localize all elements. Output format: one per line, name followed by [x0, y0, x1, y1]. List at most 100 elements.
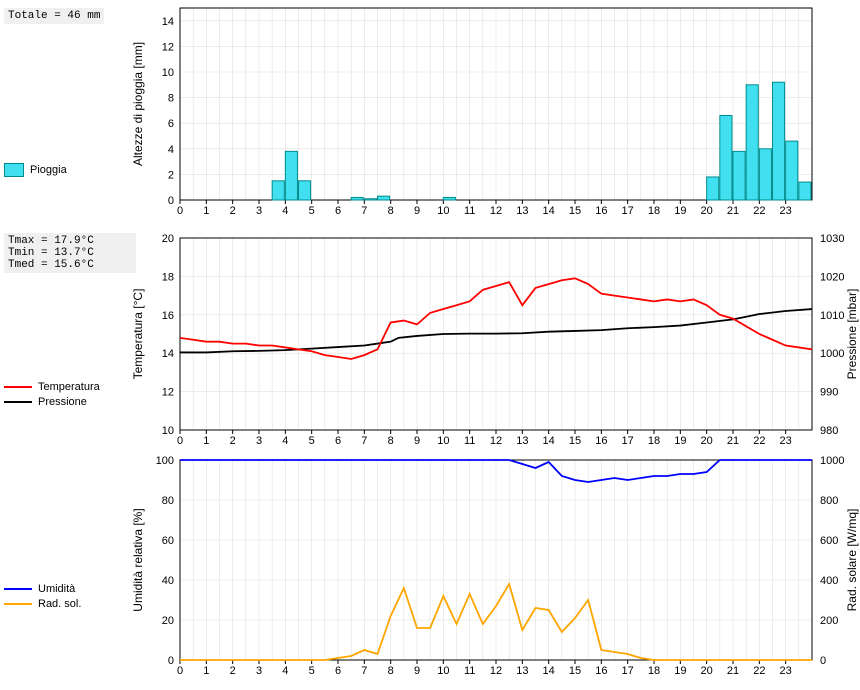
svg-text:10: 10 — [437, 205, 449, 217]
svg-text:21: 21 — [727, 435, 739, 447]
svg-text:16: 16 — [162, 310, 174, 322]
svg-text:8: 8 — [388, 435, 394, 447]
svg-text:16: 16 — [595, 205, 607, 217]
svg-text:19: 19 — [674, 665, 686, 677]
svg-text:7: 7 — [361, 205, 367, 217]
svg-text:1: 1 — [203, 665, 209, 677]
rain-bar — [799, 182, 811, 200]
svg-text:1020: 1020 — [820, 271, 844, 283]
legend-item: Pressione — [4, 396, 136, 408]
svg-text:1000: 1000 — [820, 348, 844, 360]
svg-text:4: 4 — [282, 665, 288, 677]
svg-text:100: 100 — [156, 455, 174, 467]
temp-stat-line: Tmin = 13.7°C — [8, 247, 132, 259]
svg-text:12: 12 — [162, 387, 174, 399]
rain-bar — [786, 141, 798, 200]
svg-text:14: 14 — [162, 348, 174, 360]
rain-bar — [351, 197, 363, 200]
svg-text:8: 8 — [388, 665, 394, 677]
legend-item: Umidità — [4, 583, 136, 595]
svg-text:17: 17 — [622, 205, 634, 217]
svg-text:15: 15 — [569, 205, 581, 217]
svg-text:20: 20 — [701, 665, 713, 677]
svg-text:4: 4 — [282, 435, 288, 447]
svg-text:23: 23 — [780, 205, 792, 217]
legend-item: Temperatura — [4, 381, 136, 393]
svg-text:13: 13 — [516, 435, 528, 447]
legend-item-pioggia: Pioggia — [4, 163, 136, 177]
svg-text:2: 2 — [230, 665, 236, 677]
rain-bar — [285, 151, 297, 200]
svg-text:0: 0 — [177, 205, 183, 217]
legend-item: Rad. sol. — [4, 598, 136, 610]
rain-bar — [272, 181, 284, 200]
svg-text:23: 23 — [780, 665, 792, 677]
svg-text:Pressione [mbar]: Pressione [mbar] — [845, 289, 859, 380]
svg-text:60: 60 — [162, 535, 174, 547]
svg-text:10: 10 — [437, 665, 449, 677]
svg-text:4: 4 — [168, 144, 174, 156]
svg-text:14: 14 — [543, 205, 555, 217]
svg-text:0: 0 — [168, 195, 174, 207]
svg-text:9: 9 — [414, 435, 420, 447]
svg-text:19: 19 — [674, 435, 686, 447]
svg-text:5: 5 — [309, 435, 315, 447]
legend-label: Umidità — [38, 583, 75, 595]
svg-text:20: 20 — [162, 615, 174, 627]
svg-text:16: 16 — [595, 665, 607, 677]
svg-text:6: 6 — [335, 205, 341, 217]
svg-text:200: 200 — [820, 615, 838, 627]
rain-bar — [443, 197, 455, 200]
rain-bar — [299, 181, 311, 200]
svg-text:Altezze di pioggia [mm]: Altezze di pioggia [mm] — [131, 42, 145, 166]
svg-text:600: 600 — [820, 535, 838, 547]
legend-line — [4, 386, 32, 388]
svg-text:0: 0 — [177, 435, 183, 447]
svg-text:11: 11 — [464, 665, 475, 677]
legend-label-pioggia: Pioggia — [30, 164, 67, 176]
svg-text:21: 21 — [727, 665, 739, 677]
rain-bar — [720, 116, 732, 200]
svg-text:19: 19 — [674, 205, 686, 217]
svg-text:400: 400 — [820, 575, 838, 587]
svg-text:3: 3 — [256, 205, 262, 217]
svg-text:14: 14 — [162, 16, 174, 28]
svg-text:20: 20 — [701, 435, 713, 447]
svg-text:20: 20 — [701, 205, 713, 217]
svg-text:40: 40 — [162, 575, 174, 587]
svg-text:22: 22 — [753, 205, 765, 217]
hum-legend: Umidità Rad. sol. — [4, 580, 136, 613]
temp-stat-line: Tmed = 15.6°C — [8, 259, 132, 271]
svg-text:4: 4 — [282, 205, 288, 217]
svg-text:9: 9 — [414, 665, 420, 677]
svg-text:0: 0 — [820, 655, 826, 667]
svg-text:990: 990 — [820, 387, 838, 399]
temp-legend: Temperatura Pressione — [4, 378, 136, 411]
svg-text:17: 17 — [622, 435, 634, 447]
svg-text:11: 11 — [464, 435, 475, 447]
svg-text:5: 5 — [309, 665, 315, 677]
svg-text:8: 8 — [388, 205, 394, 217]
legend-label: Pressione — [38, 396, 87, 408]
rain-total-text: Totale = 46 mm — [4, 8, 104, 24]
rain-total-box: Totale = 46 mm — [4, 8, 136, 24]
svg-text:Rad. solare [W/mq]: Rad. solare [W/mq] — [845, 509, 859, 612]
svg-text:21: 21 — [727, 205, 739, 217]
rain-bar — [707, 177, 719, 200]
svg-text:20: 20 — [162, 233, 174, 245]
svg-text:10: 10 — [162, 425, 174, 437]
svg-text:6: 6 — [335, 435, 341, 447]
svg-text:18: 18 — [648, 205, 660, 217]
svg-text:12: 12 — [490, 665, 502, 677]
rain-bar — [746, 85, 758, 200]
svg-text:23: 23 — [780, 435, 792, 447]
svg-text:1: 1 — [203, 435, 209, 447]
svg-text:14: 14 — [543, 665, 555, 677]
legend-label: Rad. sol. — [38, 598, 81, 610]
legend-line — [4, 588, 32, 590]
svg-text:1: 1 — [203, 205, 209, 217]
rain-bar — [364, 199, 376, 200]
svg-text:15: 15 — [569, 665, 581, 677]
svg-text:12: 12 — [490, 435, 502, 447]
svg-text:5: 5 — [309, 205, 315, 217]
